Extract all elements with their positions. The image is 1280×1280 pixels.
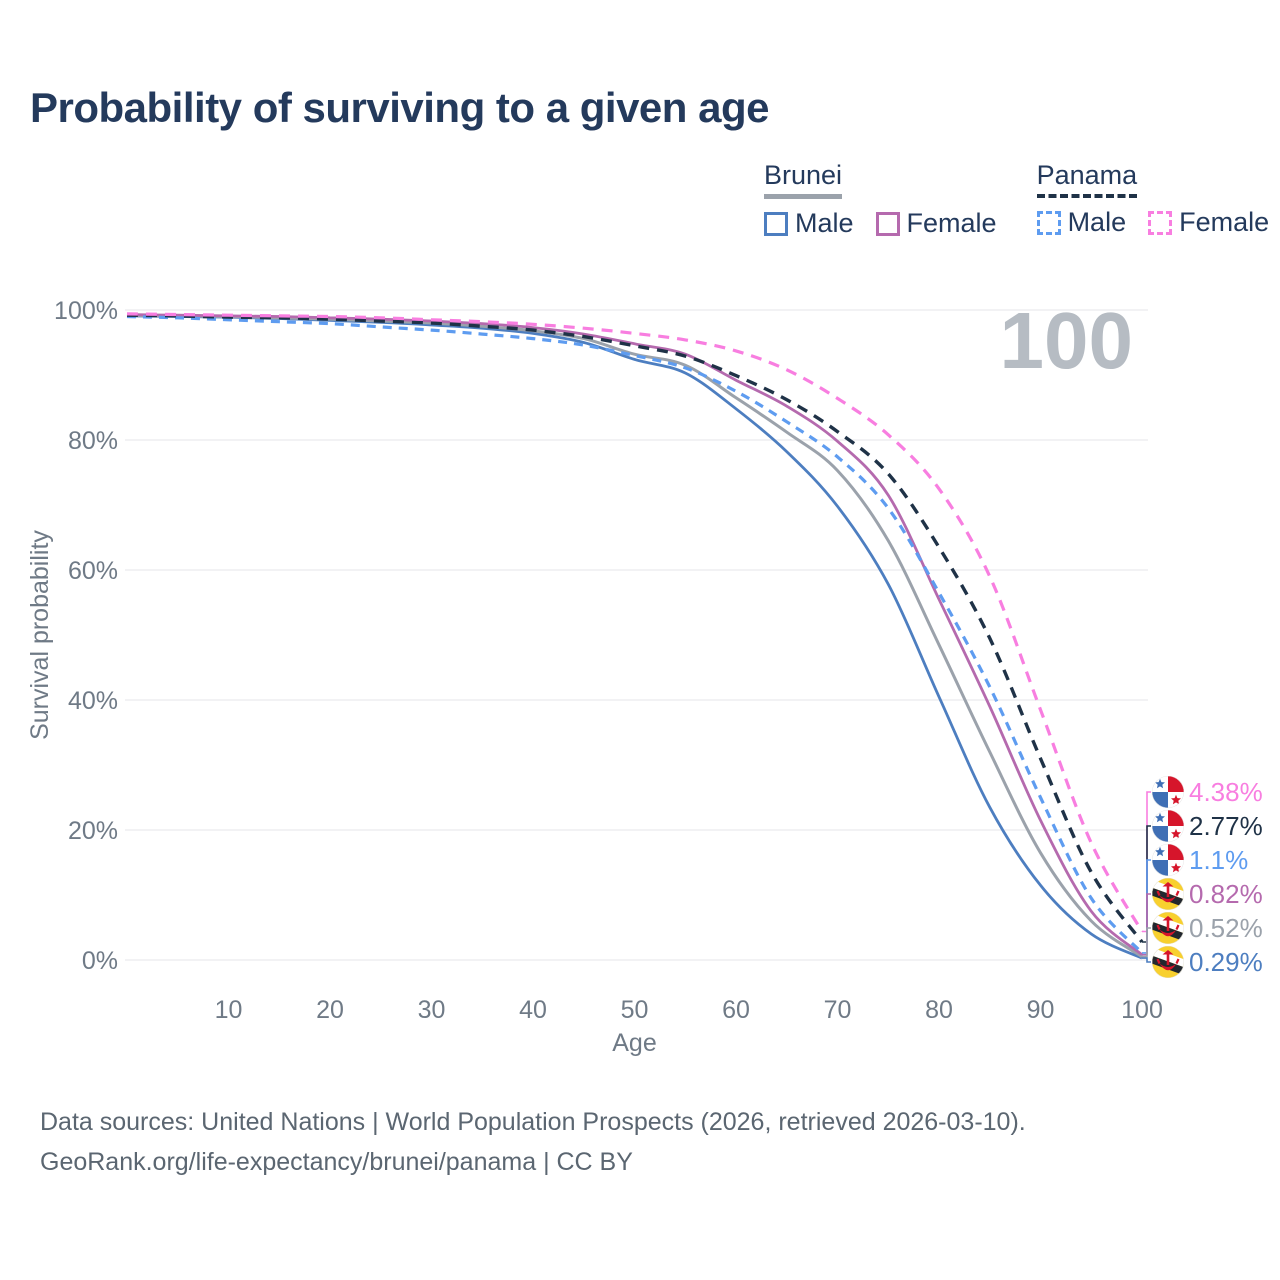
chart-footer: Data sources: United Nations | World Pop… (40, 1102, 1026, 1182)
legend-brunei-label[interactable]: Brunei (764, 160, 843, 199)
legend-group-panama: Panama Male Female (1036, 160, 1269, 239)
series-line-panama-male[interactable] (126, 314, 1144, 955)
brunei-flag-icon (1152, 946, 1184, 978)
x-axis-tick-label: 10 (215, 996, 243, 1024)
y-axis-tick-label: 0% (82, 947, 118, 975)
chart-legend: Brunei Male Female Panama Male (764, 160, 1269, 239)
legend-item-label: Female (1179, 207, 1270, 237)
x-axis-tick-label: 50 (621, 996, 649, 1024)
y-axis-tick-label: 80% (68, 427, 118, 455)
x-axis-tick-label: 40 (519, 996, 547, 1024)
end-value-label-panama-both-sexes: 2.77% (1189, 811, 1263, 841)
age-counter-watermark: 100 (1000, 296, 1133, 385)
x-axis-tick-label: 80 (925, 996, 953, 1024)
data-sources-line: Data sources: United Nations | World Pop… (40, 1108, 1026, 1136)
legend-panama-label[interactable]: Panama (1036, 160, 1138, 198)
x-axis-tick-label: 30 (418, 996, 446, 1024)
x-axis-tick-label: 70 (824, 996, 852, 1024)
end-label-connector (1142, 957, 1151, 963)
x-axis-tick-label: 90 (1027, 996, 1055, 1024)
panama-female-swatch-icon (1148, 210, 1173, 235)
y-axis-tick-label: 20% (68, 817, 118, 845)
panama-flag-icon (1152, 844, 1184, 876)
x-axis-tick-label: 20 (316, 996, 344, 1024)
legend-item-label: Male (795, 208, 854, 238)
end-label-connector (1142, 927, 1151, 958)
end-value-label-panama-male: 1.1% (1189, 845, 1248, 875)
page-title: Probability of surviving to a given age (30, 84, 769, 131)
end-value-label-brunei-male: 0.29% (1189, 947, 1263, 977)
legend-item-label: Female (906, 208, 997, 238)
series-line-panama-both-sexes[interactable] (126, 313, 1144, 944)
series-line-brunei-female[interactable] (126, 313, 1143, 956)
panama-flag-icon (1152, 776, 1184, 808)
y-axis-title: Survival probability (26, 530, 54, 740)
x-axis-tick-label: 60 (722, 996, 750, 1024)
legend-item-brunei-male[interactable]: Male (764, 208, 854, 239)
brunei-female-swatch-icon (875, 211, 900, 236)
panama-male-swatch-icon (1036, 210, 1061, 235)
series-line-panama-female[interactable] (126, 312, 1144, 933)
legend-group-brunei: Brunei Male Female (764, 160, 997, 239)
y-axis-tick-label: 60% (68, 557, 118, 585)
brunei-flag-icon (1152, 878, 1184, 910)
brunei-flag-icon (1152, 912, 1184, 944)
end-value-label-panama-female: 4.38% (1189, 777, 1263, 807)
y-axis-tick-label: 100% (54, 297, 118, 325)
end-value-label-brunei-both-sexes: 0.52% (1189, 913, 1263, 943)
source-url-line: GeoRank.org/life-expectancy/brunei/panam… (40, 1148, 633, 1176)
end-label-connector (1142, 893, 1151, 956)
y-axis-tick-label: 40% (68, 687, 118, 715)
legend-item-brunei-female[interactable]: Female (875, 208, 997, 239)
brunei-male-swatch-icon (764, 211, 788, 236)
legend-item-panama-female[interactable]: Female (1148, 207, 1269, 238)
legend-item-panama-male[interactable]: Male (1036, 207, 1127, 238)
x-axis-title: Age (612, 1029, 656, 1057)
end-value-label-brunei-female: 0.82% (1189, 879, 1263, 909)
legend-item-label: Male (1067, 207, 1127, 237)
panama-flag-icon (1152, 810, 1184, 842)
x-axis-tick-label: 100 (1121, 996, 1163, 1024)
